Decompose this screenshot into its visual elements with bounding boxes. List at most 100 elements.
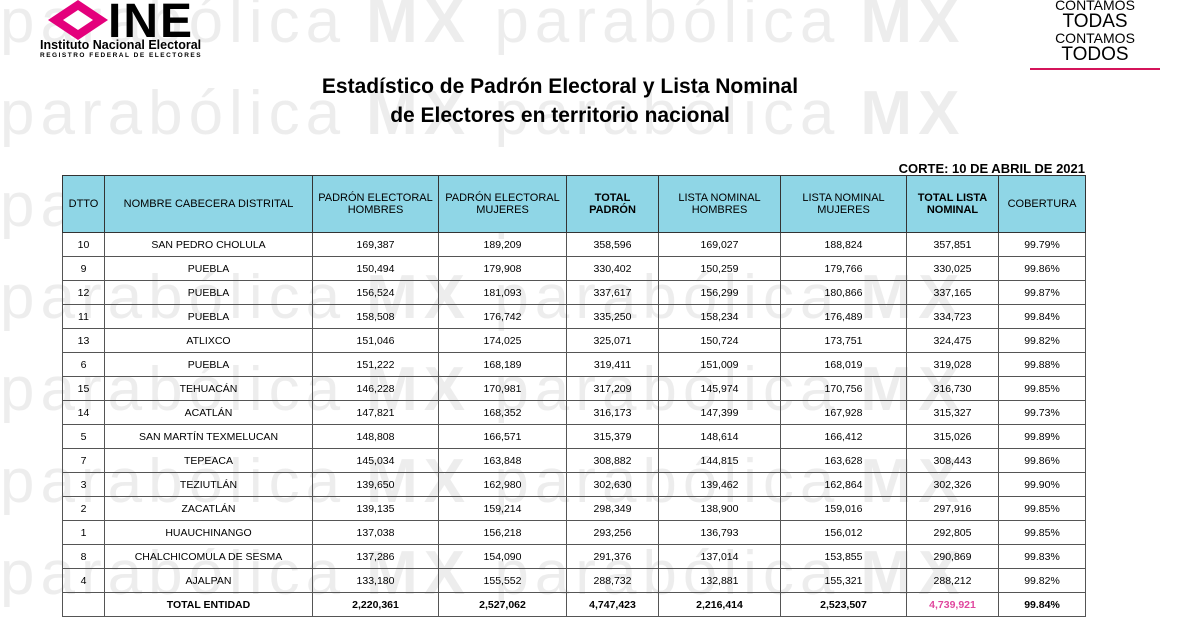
table-row: 11 PUEBLA 158,508 176,742 335,250 158,234 176,…: [62, 304, 1086, 329]
cell: 316,730: [906, 376, 999, 401]
cell: 156,299: [658, 280, 781, 305]
slogan: CONTAMOS TODAS CONTAMOS TODOS: [1030, 0, 1160, 70]
total-cell: 2,527,062: [438, 592, 567, 617]
cell: 99.86%: [998, 256, 1086, 281]
table-row: 5 SAN MARTÍN TEXMELUCAN 148,808 166,571 315,…: [62, 424, 1086, 449]
cell: 315,327: [906, 400, 999, 425]
cell: 315,026: [906, 424, 999, 449]
cell: 315,379: [566, 424, 659, 449]
cell: 12: [62, 280, 105, 305]
cell: 9: [62, 256, 105, 281]
cell: 156,218: [438, 520, 567, 545]
cell: 99.85%: [998, 520, 1086, 545]
cell: 317,209: [566, 376, 659, 401]
cell: 151,046: [312, 328, 439, 353]
data-table: DTTO NOMBRE CABECERA DISTRITAL PADRÓN ELEC…: [62, 175, 1086, 617]
total-row: TOTAL ENTIDAD 2,220,361 2,527,062 4,747,423…: [62, 592, 1086, 617]
total-cell: 2,216,414: [658, 592, 781, 617]
cell: 2: [62, 496, 105, 521]
cell: 291,376: [566, 544, 659, 569]
cell: 151,222: [312, 352, 439, 377]
cell: 99.73%: [998, 400, 1086, 425]
column-header: TOTAL PADRÓN: [566, 175, 659, 233]
column-header: NOMBRE CABECERA DISTRITAL: [104, 175, 313, 233]
cell: 334,723: [906, 304, 999, 329]
cell: SAN PEDRO CHOLULA: [104, 232, 313, 257]
cell: 188,824: [780, 232, 907, 257]
cell: HUAUCHINANGO: [104, 520, 313, 545]
cell: 290,869: [906, 544, 999, 569]
cell: 319,411: [566, 352, 659, 377]
column-header: COBERTURA: [998, 175, 1086, 233]
cell: 181,093: [438, 280, 567, 305]
cell: 145,974: [658, 376, 781, 401]
cell: 169,027: [658, 232, 781, 257]
cell: 288,212: [906, 568, 999, 593]
ine-logo: INE Instituto Nacional Electoral REGISTR…: [36, 0, 276, 60]
cell: CHALCHICOMULA DE SESMA: [104, 544, 313, 569]
cell: 325,071: [566, 328, 659, 353]
cell: 330,025: [906, 256, 999, 281]
column-header: DTTO: [62, 175, 105, 233]
cell: 99.82%: [998, 568, 1086, 593]
slogan-line: TODAS: [1062, 11, 1128, 32]
cell: 324,475: [906, 328, 999, 353]
cell: ATLIXCO: [104, 328, 313, 353]
cell: 167,928: [780, 400, 907, 425]
cell: PUEBLA: [104, 256, 313, 281]
table-row: 4 AJALPAN 133,180 155,552 288,732 132,881 155,…: [62, 568, 1086, 593]
cell: 180,866: [780, 280, 907, 305]
cell: 148,808: [312, 424, 439, 449]
total-cell: TOTAL ENTIDAD: [104, 592, 313, 617]
slogan-line: CONTAMOS: [1055, 0, 1135, 13]
slogan-line: TODOS: [1061, 44, 1129, 65]
cell: 158,508: [312, 304, 439, 329]
cell: ZACATLÁN: [104, 496, 313, 521]
cell: 147,821: [312, 400, 439, 425]
cell: 137,286: [312, 544, 439, 569]
cell: PUEBLA: [104, 304, 313, 329]
cell: 99.82%: [998, 328, 1086, 353]
watermark-mx: MX: [860, 0, 966, 56]
cell: 145,034: [312, 448, 439, 473]
cell: 357,851: [906, 232, 999, 257]
cell: 174,025: [438, 328, 567, 353]
slogan-line: CONTAMOS: [1055, 30, 1135, 46]
cell: TEHUACÁN: [104, 376, 313, 401]
cell: 153,855: [780, 544, 907, 569]
cell: 151,009: [658, 352, 781, 377]
cell: 173,751: [780, 328, 907, 353]
cell: PUEBLA: [104, 280, 313, 305]
column-header: LISTA NOMINAL MUJERES: [780, 175, 907, 233]
title-line: de Electores en territorio nacional: [390, 104, 730, 127]
cell: 170,981: [438, 376, 567, 401]
cell: 7: [62, 448, 105, 473]
org-sub: REGISTRO FEDERAL DE ELECTORES: [40, 52, 203, 59]
cell: 150,724: [658, 328, 781, 353]
brand: INE: [108, 0, 195, 48]
cell: 297,916: [906, 496, 999, 521]
cell: 137,014: [658, 544, 781, 569]
cell: 13: [62, 328, 105, 353]
cell: AJALPAN: [104, 568, 313, 593]
cell: 99.87%: [998, 280, 1086, 305]
column-header: PADRÓN ELECTORAL MUJERES: [438, 175, 567, 233]
cell: 169,387: [312, 232, 439, 257]
cell: 163,848: [438, 448, 567, 473]
cell: 189,209: [438, 232, 567, 257]
cell: 162,864: [780, 472, 907, 497]
cell: 155,552: [438, 568, 567, 593]
cell: 288,732: [566, 568, 659, 593]
table-row: 10 SAN PEDRO CHOLULA 169,387 189,209 358,596…: [62, 232, 1086, 257]
title: Estadístico de Padrón Electoral y Lista …: [200, 72, 920, 130]
cell: 136,793: [658, 520, 781, 545]
org-name: Instituto Nacional Electoral: [40, 38, 202, 52]
cell: 159,016: [780, 496, 907, 521]
cell: 150,494: [312, 256, 439, 281]
table-row: 12 PUEBLA 156,524 181,093 337,617 156,299 180,…: [62, 280, 1086, 305]
cell: 154,090: [438, 544, 567, 569]
cell: 292,805: [906, 520, 999, 545]
total-cell: 99.84%: [998, 592, 1086, 617]
cell: 308,882: [566, 448, 659, 473]
cell: TEPEACA: [104, 448, 313, 473]
